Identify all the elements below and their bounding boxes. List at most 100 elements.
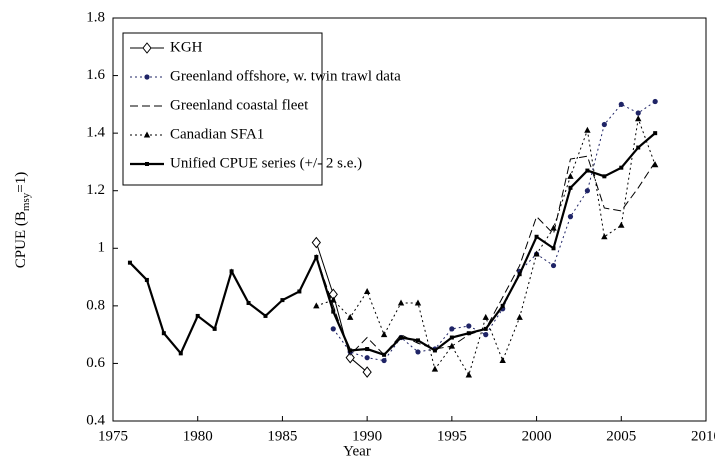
legend-label: Canadian SFA1	[170, 126, 264, 142]
marker	[533, 250, 540, 257]
y-tick-label: 1.8	[86, 9, 105, 25]
marker	[431, 365, 439, 372]
marker	[414, 299, 422, 306]
series-line	[332, 101, 656, 362]
marker	[517, 272, 522, 277]
marker	[449, 326, 455, 332]
marker	[635, 115, 642, 122]
marker	[567, 214, 574, 220]
x-tick-label: 2005	[606, 428, 636, 444]
marker	[331, 309, 336, 314]
x-tick-label: 1985	[267, 428, 297, 444]
x-tick-label: 2000	[522, 428, 552, 444]
marker	[330, 296, 337, 303]
marker	[381, 357, 387, 364]
y-tick-label: 1.6	[86, 67, 105, 83]
y-label-sub: msy	[20, 192, 32, 211]
marker	[619, 165, 624, 170]
marker	[246, 300, 251, 305]
marker	[212, 326, 217, 331]
marker	[567, 172, 574, 179]
marker	[635, 110, 641, 116]
marker	[466, 331, 471, 336]
x-tick-label: 1975	[98, 428, 128, 444]
y-label-end: =1)	[13, 172, 29, 193]
series-line	[129, 132, 656, 357]
marker	[466, 323, 472, 329]
marker	[363, 287, 371, 294]
marker	[465, 371, 472, 378]
marker	[195, 313, 200, 318]
marker	[229, 269, 234, 274]
marker	[551, 246, 556, 251]
x-axis-label: Year	[343, 443, 371, 459]
marker	[500, 303, 505, 308]
legend-marker	[144, 74, 150, 80]
marker	[601, 233, 608, 240]
marker	[550, 262, 557, 269]
marker	[144, 277, 149, 282]
marker	[449, 335, 454, 340]
series-line	[315, 242, 368, 373]
marker	[618, 221, 625, 228]
legend-box	[122, 32, 323, 186]
marker	[653, 131, 658, 136]
marker	[362, 366, 372, 378]
marker	[127, 260, 132, 265]
x-tick-label: 1980	[183, 428, 213, 444]
y-tick-label: 1.2	[86, 182, 105, 198]
y-tick-label: 0.6	[86, 355, 105, 371]
marker	[345, 351, 355, 364]
marker	[348, 348, 353, 353]
marker	[585, 168, 590, 173]
marker	[311, 236, 321, 249]
legend-label: Unified CPUE series (+/- 2 s.e.)	[170, 155, 362, 171]
marker	[568, 185, 573, 190]
marker	[651, 161, 659, 168]
marker	[618, 101, 624, 107]
x-tick-label: 2010	[691, 428, 715, 444]
marker	[364, 355, 370, 361]
marker	[397, 299, 405, 306]
marker	[550, 224, 557, 231]
plot-frame	[112, 17, 707, 422]
legend-label: Greenland offshore, w. twin trawl data	[170, 68, 401, 84]
marker	[263, 313, 268, 318]
marker	[365, 347, 370, 352]
marker	[313, 302, 320, 309]
marker	[280, 298, 285, 303]
marker	[161, 331, 166, 336]
marker	[432, 348, 437, 353]
x-tick-label: 1995	[437, 428, 467, 444]
legend-marker	[145, 162, 149, 166]
y-tick-label: 0.4	[86, 412, 105, 428]
marker	[516, 313, 523, 320]
marker	[330, 326, 336, 332]
marker	[448, 342, 456, 349]
marker	[482, 313, 489, 320]
y-tick-label: 1.4	[86, 125, 105, 141]
marker	[602, 174, 607, 179]
marker	[601, 121, 607, 128]
x-tick-label: 1990	[352, 428, 382, 444]
legend-label: Greenland coastal fleet	[170, 97, 309, 113]
marker	[178, 351, 183, 356]
marker	[499, 357, 506, 364]
marker	[584, 126, 591, 133]
y-axis-label: CPUE (Bmsy=1)	[13, 172, 31, 268]
y-tick-label: 1	[98, 240, 106, 256]
marker	[415, 338, 420, 343]
marker	[380, 331, 388, 338]
marker	[297, 289, 302, 294]
marker	[483, 332, 489, 338]
marker	[399, 335, 404, 340]
marker	[584, 188, 591, 194]
marker	[347, 313, 354, 320]
legend-marker	[143, 131, 151, 138]
marker	[415, 349, 421, 355]
marker	[652, 98, 658, 105]
y-tick-label: 0.8	[86, 297, 105, 313]
legend-marker	[142, 42, 152, 54]
series-line	[315, 155, 656, 356]
